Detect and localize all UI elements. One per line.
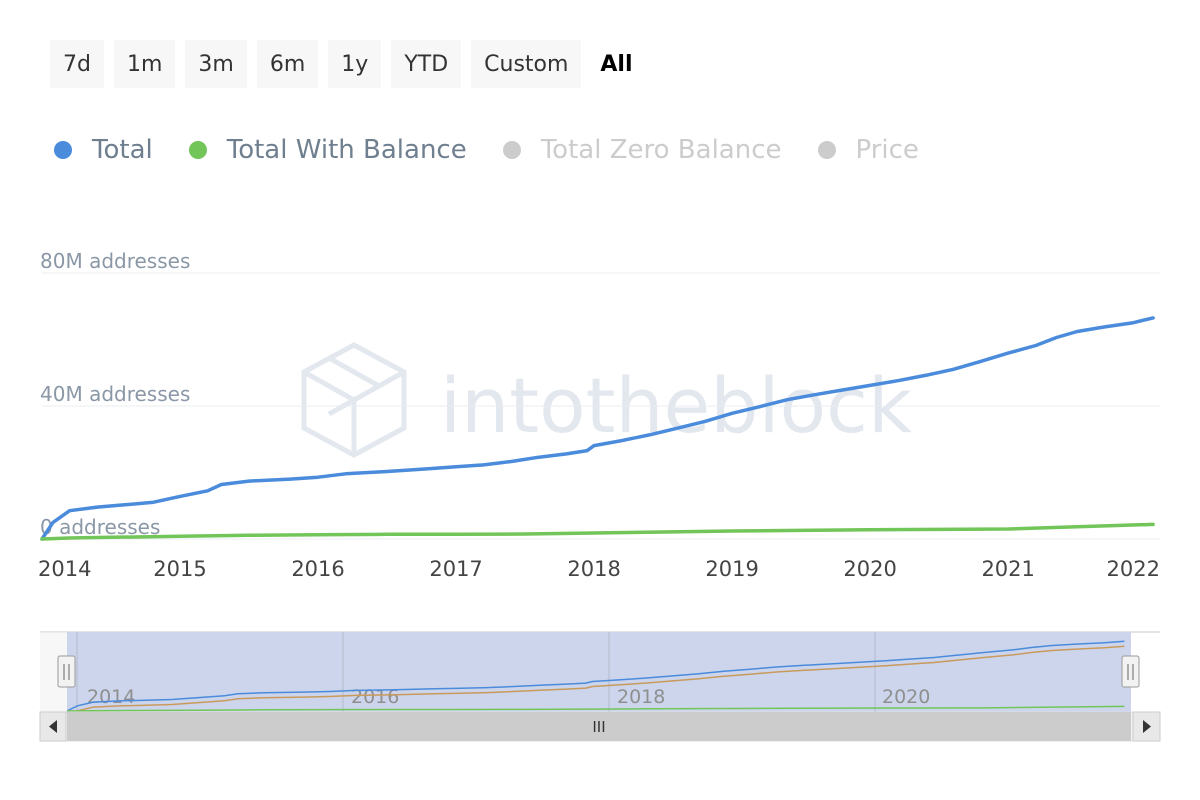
legend-label: Total (92, 135, 153, 165)
y-tick-label: 80M addresses (40, 249, 190, 273)
range-button-custom[interactable]: Custom (471, 40, 582, 88)
x-tick-label: 2014 (38, 557, 91, 581)
navigator-label: 2018 (617, 686, 665, 708)
legend-item-total[interactable]: Total (54, 135, 153, 165)
navigator-series-total (66, 640, 1125, 712)
range-button-6m[interactable]: 6m (256, 40, 319, 88)
navigator-label: 2020 (882, 686, 930, 708)
legend-item-total-with-balance[interactable]: Total With Balance (188, 135, 467, 165)
legend-dot-icon (502, 141, 521, 159)
x-tick-label: 2022 (1107, 557, 1160, 581)
watermark: intotheblock (301, 342, 912, 458)
range-button-all[interactable]: All (591, 40, 641, 88)
range-button-1y[interactable]: 1y (328, 40, 382, 88)
grid-lines (42, 272, 1160, 540)
range-button-ytd[interactable]: YTD (391, 40, 462, 88)
series-line-total-with-balance[interactable] (40, 522, 1155, 541)
scrollbar[interactable]: III (39, 711, 1161, 742)
navigator-series-shadow (66, 645, 1125, 717)
scrollbar-grip: III (592, 718, 605, 736)
navigator-right-handle[interactable] (1121, 655, 1140, 688)
legend-item-total-zero-balance[interactable]: Total Zero Balance (502, 135, 782, 165)
series-layer (40, 316, 1155, 541)
legend-dot-icon (817, 141, 836, 159)
x-tick-label: 2019 (705, 557, 758, 581)
y-tick-label: 40M addresses (40, 382, 190, 406)
range-button-3m[interactable]: 3m (185, 40, 247, 88)
range-selector: 7d 1m 3m 6m 1y YTD Custom All (50, 40, 641, 88)
legend-item-price[interactable]: Price (817, 135, 919, 165)
series-line-total[interactable] (40, 316, 1155, 541)
legend-label: Price (855, 135, 919, 165)
watermark-logo-icon (301, 342, 407, 458)
navigator-series-total-with-balance (66, 705, 1125, 712)
x-tick-label: 2021 (981, 557, 1034, 581)
chart-legend: Total Total With Balance Total Zero Balanc… (54, 130, 919, 170)
range-button-7d[interactable]: 7d (50, 40, 104, 88)
x-tick-label: 2016 (291, 557, 344, 581)
navigator-label: 2016 (351, 686, 399, 708)
arrow-left-icon (49, 720, 57, 733)
x-tick-label: 2015 (153, 557, 206, 581)
x-tick-label: 2020 (843, 557, 896, 581)
navigator-left-handle[interactable] (57, 655, 76, 688)
legend-label: Total Zero Balance (540, 135, 782, 165)
x-axis: 2014 2015 2016 2017 2018 2019 2020 2021 2022 (38, 557, 1160, 581)
legend-label: Total With Balance (226, 135, 467, 165)
arrow-right-icon (1143, 720, 1151, 733)
navigator[interactable]: 2014 2016 2018 2020 (40, 631, 1160, 717)
scrollbar-thumb[interactable] (67, 712, 1131, 741)
legend-dot-icon (188, 141, 207, 159)
x-tick-label: 2018 (567, 557, 620, 581)
range-button-1m[interactable]: 1m (113, 40, 176, 88)
legend-dot-icon (54, 141, 72, 159)
x-tick-label: 2017 (429, 557, 482, 581)
navigator-label: 2014 (87, 686, 135, 708)
